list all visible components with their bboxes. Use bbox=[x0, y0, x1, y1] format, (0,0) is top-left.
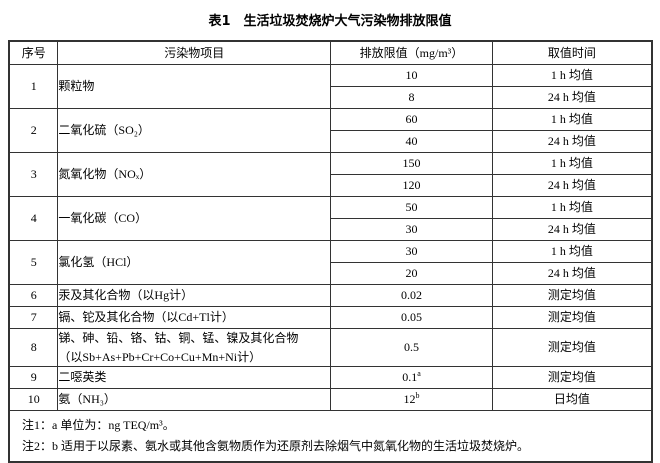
row-no: 10 bbox=[8, 388, 59, 411]
row-no: 8 bbox=[8, 328, 59, 367]
row-time: 24 h 均值 bbox=[491, 262, 653, 285]
row-limit-value: 12 bbox=[403, 392, 416, 406]
table-row: 2 二氧化硫（SO₂） 60 1 h 均值 bbox=[8, 108, 653, 153]
row-limit: 120 bbox=[330, 174, 493, 197]
header-no: 序号 bbox=[8, 40, 59, 65]
row-time: 测定均值 bbox=[491, 366, 653, 389]
table-title: 表1 生活垃圾焚烧炉大气污染物排放限值 bbox=[208, 14, 452, 29]
row-time: 测定均值 bbox=[491, 284, 653, 307]
table-row: 1 颗粒物 10 1 h 均值 bbox=[8, 64, 653, 109]
note-2: 注2：b 适用于以尿素、氨水或其他含氨物质作为还原剂去除烟气中氮氧化物的生活垃圾… bbox=[22, 439, 530, 453]
row-time: 测定均值 bbox=[491, 306, 653, 329]
note-1: 注1：a 单位为：ng TEQ/m³。 bbox=[22, 418, 175, 432]
row-item: 氯化氢（HCl） bbox=[57, 240, 332, 285]
table-row: 7 镉、铊及其化合物（以Cd+Tl计） 0.05 测定均值 bbox=[8, 306, 653, 329]
notes: 注1：a 单位为：ng TEQ/m³。 注2：b 适用于以尿素、氨水或其他含氨物… bbox=[8, 410, 653, 463]
table-row: 8 锑、砷、铅、铬、钴、铜、锰、镍及其化合物 （以Sb+As+Pb+Cr+Co+Cu… bbox=[8, 328, 653, 367]
row-time: 1 h 均值 bbox=[491, 196, 653, 219]
row-no: 1 bbox=[8, 64, 59, 109]
row-item: 颗粒物 bbox=[57, 64, 332, 109]
row-item: 汞及其化合物（以Hg计） bbox=[57, 284, 332, 307]
row-limit: 20 bbox=[330, 262, 493, 285]
row-time: 24 h 均值 bbox=[491, 174, 653, 197]
row-no: 2 bbox=[8, 108, 59, 153]
row-time: 24 h 均值 bbox=[491, 218, 653, 241]
table-row: 4 一氧化碳（CO） 50 1 h 均值 bbox=[8, 196, 653, 241]
table-row: 30 24 h 均值 bbox=[9, 218, 653, 241]
row-limit: 150 bbox=[330, 152, 493, 175]
header-time: 取值时间 bbox=[491, 40, 653, 65]
row-limit: 8 bbox=[330, 86, 493, 109]
row-time: 测定均值 bbox=[491, 328, 653, 367]
row-item: 一氧化碳（CO） bbox=[57, 196, 332, 241]
row-item: 锑、砷、铅、铬、钴、铜、锰、镍及其化合物 （以Sb+As+Pb+Cr+Co+Cu+… bbox=[57, 328, 332, 367]
row-item: 镉、铊及其化合物（以Cd+Tl计） bbox=[57, 306, 332, 329]
row-no: 4 bbox=[8, 196, 59, 241]
table-row: 10 氨（NH₃） 12b 日均值 bbox=[8, 388, 653, 411]
row-limit: 0.02 bbox=[330, 284, 493, 307]
row-limit-value: 0.05 bbox=[400, 310, 422, 324]
row-limit: 40 bbox=[330, 130, 493, 153]
footnote-marker: a bbox=[417, 369, 421, 378]
row-item-line2: （以Sb+As+Pb+Cr+Co+Cu+Mn+Ni计） bbox=[58, 349, 262, 364]
row-limit: 60 bbox=[330, 108, 493, 131]
row-time: 24 h 均值 bbox=[491, 130, 653, 153]
row-time: 1 h 均值 bbox=[491, 64, 653, 87]
row-limit: 30 bbox=[330, 240, 493, 263]
row-time: 1 h 均值 bbox=[491, 240, 653, 263]
row-item-text: 氨（NH₃） bbox=[58, 392, 116, 406]
row-limit: 10 bbox=[330, 64, 493, 87]
table-row: 6 汞及其化合物（以Hg计） 0.02 测定均值 bbox=[8, 284, 653, 307]
row-time: 24 h 均值 bbox=[491, 86, 653, 109]
row-item: 氨（NH₃） bbox=[57, 388, 332, 411]
row-limit: 0.5 bbox=[330, 328, 493, 367]
row-no: 3 bbox=[8, 152, 59, 197]
header-item: 污染物项目 bbox=[57, 40, 332, 65]
row-limit: 30 bbox=[330, 218, 493, 241]
header-row: 序号 污染物项目 排放限值（mg/m³） 取值时间 bbox=[8, 40, 653, 65]
table-row: 3 氮氧化物（NOₓ） 150 1 h 均值 bbox=[8, 152, 653, 197]
row-limit: 0.1a bbox=[330, 366, 493, 389]
row-time: 1 h 均值 bbox=[491, 152, 653, 175]
table-row: 9 二噁英类 0.1a 测定均值 bbox=[8, 366, 653, 389]
row-limit-value: 0.1 bbox=[402, 370, 418, 384]
row-limit: 50 bbox=[330, 196, 493, 219]
emission-limits-table: 序号 污染物项目 排放限值（mg/m³） 取值时间 1 颗粒物 10 1 h 均值 8 2… bbox=[8, 40, 653, 463]
row-item-line1: 锑、砷、铅、铬、钴、铜、锰、镍及其化合物 bbox=[58, 330, 299, 345]
row-limit: 0.05 bbox=[330, 306, 493, 329]
row-item-text: 镉、铊及其化合物（以Cd+Tl计） bbox=[58, 310, 234, 324]
table-row: 20 24 h 均值 bbox=[9, 262, 653, 285]
header-limit: 排放限值（mg/m³） bbox=[330, 40, 493, 65]
row-no: 9 bbox=[8, 366, 59, 389]
row-no: 7 bbox=[8, 306, 59, 329]
row-limit-value: 0.5 bbox=[403, 340, 419, 354]
footnote-marker: b bbox=[415, 391, 420, 400]
row-no: 5 bbox=[8, 240, 59, 285]
row-time: 1 h 均值 bbox=[491, 108, 653, 131]
row-limit: 12b bbox=[330, 388, 493, 411]
row-item: 氮氧化物（NOₓ） bbox=[57, 152, 332, 197]
row-item: 二噁英类 bbox=[57, 366, 332, 389]
table-row: 5 氯化氢（HCl） 30 1 h 均值 bbox=[8, 240, 653, 285]
row-no: 6 bbox=[8, 284, 59, 307]
row-item-text: 汞及其化合物（以Hg计） bbox=[58, 288, 194, 302]
row-limit-value: 0.02 bbox=[400, 288, 422, 302]
row-item: 二氧化硫（SO₂） bbox=[57, 108, 332, 153]
row-time: 日均值 bbox=[491, 388, 653, 411]
row-item-text: 二噁英类 bbox=[58, 370, 107, 384]
